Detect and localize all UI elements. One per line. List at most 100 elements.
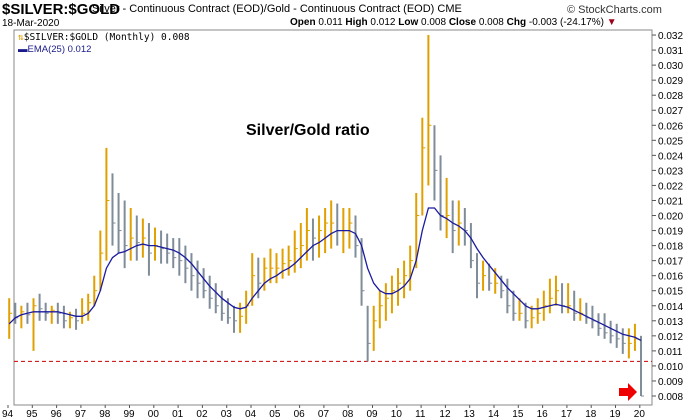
ohlc-bar xyxy=(324,208,329,254)
x-tick-label: 01 xyxy=(172,409,184,420)
y-tick-label: 0.022 xyxy=(658,181,683,192)
ohlc-bar xyxy=(232,305,237,333)
y-tick-label: 0.029 xyxy=(658,76,683,87)
y-tick-label: 0.028 xyxy=(658,91,683,102)
ohlc-bar xyxy=(154,227,159,261)
ohlc-bar xyxy=(524,302,529,329)
ohlc-bar xyxy=(603,313,608,339)
ohlc-bar xyxy=(226,298,231,324)
x-tick-label: 13 xyxy=(464,409,476,420)
y-tick-label: 0.020 xyxy=(658,212,683,223)
low-label: Low xyxy=(398,17,419,28)
open-label: Open xyxy=(290,17,316,28)
x-tick-label: 96 xyxy=(51,409,63,420)
x-tick-label: 16 xyxy=(537,409,549,420)
ohlc-bar xyxy=(184,245,189,284)
legend-ema: ▬EMA(25) 0.012 xyxy=(18,44,91,55)
ohlc-bar xyxy=(257,257,262,299)
ohlc-bar xyxy=(269,248,274,284)
ohlc-bar xyxy=(196,260,201,299)
y-tick-label: 0.025 xyxy=(658,136,683,147)
x-tick-label: 98 xyxy=(99,409,111,420)
legend-price-text: $SILVER:$GOLD (Monthly) 0.008 xyxy=(23,32,190,43)
ohlc-bar xyxy=(397,268,402,306)
y-tick-label: 0.018 xyxy=(658,242,683,253)
low-value: 0.008 xyxy=(421,17,447,28)
ohlc-bar xyxy=(500,275,505,299)
ohlc-bar xyxy=(38,293,43,321)
ohlc-bar xyxy=(123,200,128,269)
ohlc-bar xyxy=(99,230,104,291)
ohlc-bar xyxy=(561,283,566,314)
ohlc-bar xyxy=(451,200,456,254)
plot-frame xyxy=(13,29,653,406)
ohlc-bar xyxy=(147,223,152,276)
ohlc-bars-icon: ⇅ xyxy=(18,32,24,43)
ohlc-bar xyxy=(366,305,371,362)
ohlc-bar xyxy=(117,192,122,254)
ohlc-bar xyxy=(14,302,19,324)
x-tick-label: 20 xyxy=(634,409,646,420)
x-tick-label: 97 xyxy=(75,409,87,420)
y-tick-label: 0.027 xyxy=(658,106,683,117)
y-tick-label: 0.014 xyxy=(658,302,683,313)
x-tick-label: 08 xyxy=(342,409,354,420)
x-tick-label: 00 xyxy=(148,409,160,420)
y-tick-label: 0.031 xyxy=(658,46,683,57)
ohlc-bar xyxy=(251,253,256,306)
y-tick-label: 0.013 xyxy=(658,317,683,328)
down-triangle-icon: ▼ xyxy=(606,17,617,28)
y-tick-label: 0.015 xyxy=(658,287,683,298)
ohlc-bar xyxy=(445,177,450,239)
ohlc-bar xyxy=(336,203,341,246)
ohlc-bar xyxy=(427,35,432,186)
ohlc-bar xyxy=(299,223,304,269)
ohlc-bar xyxy=(190,253,195,291)
x-tick-label: 10 xyxy=(391,409,403,420)
ema-line xyxy=(8,207,642,341)
close-value: 0.008 xyxy=(478,17,504,28)
chg-value: -0.003 (-24.17%) xyxy=(528,17,604,28)
ohlc-bar xyxy=(494,268,499,294)
ohlc-bar xyxy=(111,173,116,246)
x-tick-label: 11 xyxy=(415,409,426,420)
ohlc-bar xyxy=(348,208,353,249)
ohlc-bar xyxy=(597,313,602,336)
ohlc-bar xyxy=(463,208,468,246)
ohlc-bar xyxy=(548,278,553,314)
ohlc-bar xyxy=(403,260,408,299)
ohlc-bar xyxy=(530,305,535,329)
ohlc-bar xyxy=(293,230,298,273)
chart-date: 18-Mar-2020 xyxy=(2,18,60,29)
ohlc-bar xyxy=(433,125,438,201)
ohlc-bar xyxy=(591,305,596,329)
ohlc-bar xyxy=(482,260,487,291)
exchange: CME xyxy=(437,3,462,15)
ohlc-bar xyxy=(439,155,444,231)
ohlc-bar xyxy=(56,302,61,324)
ohlc-bar xyxy=(469,223,474,269)
ohlc-bar xyxy=(135,215,140,261)
legend-ema-text: EMA(25) 0.012 xyxy=(27,44,92,55)
ohlc-bar xyxy=(81,298,86,324)
ohlc-bar xyxy=(621,328,626,354)
close-label: Close xyxy=(448,17,477,28)
ohlc-bar xyxy=(573,290,578,321)
y-tick-label: 0.011 xyxy=(658,347,683,358)
x-tick-label: 15 xyxy=(512,409,524,420)
open-value: 0.011 xyxy=(318,17,343,28)
ohlc-bar xyxy=(475,253,480,299)
x-tick-label: 17 xyxy=(561,409,573,420)
y-tick-label: 0.010 xyxy=(658,362,683,373)
ohlc-bar xyxy=(542,290,547,321)
ohlc-bar xyxy=(627,328,632,359)
ohlc-bar xyxy=(567,283,572,314)
ohlc-bar xyxy=(178,238,183,276)
ohlc-bar xyxy=(330,200,335,249)
ohlc-bar xyxy=(372,305,377,351)
y-tick-label: 0.016 xyxy=(658,272,683,283)
y-tick-label: 0.021 xyxy=(658,196,683,207)
ohlc-bar xyxy=(75,308,80,330)
